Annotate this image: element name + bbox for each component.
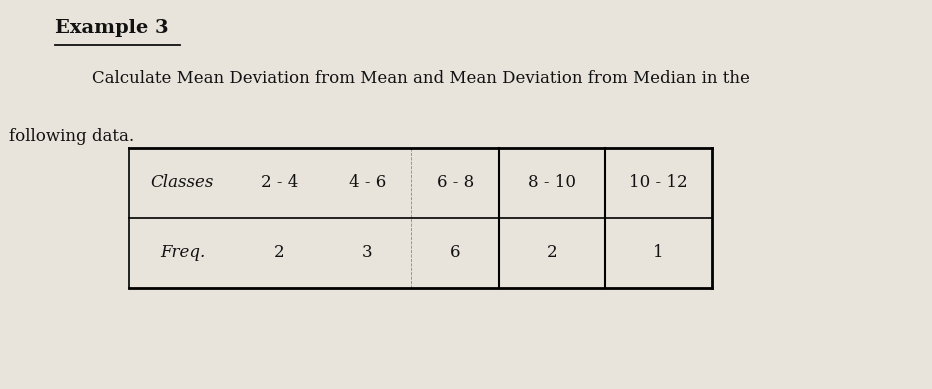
Text: 10 - 12: 10 - 12 [629,174,688,191]
Text: 8 - 10: 8 - 10 [528,174,576,191]
Text: 2: 2 [274,244,285,261]
Text: 3: 3 [362,244,373,261]
Text: 6 - 8: 6 - 8 [436,174,473,191]
Text: 4 - 6: 4 - 6 [349,174,386,191]
Text: Classes: Classes [151,174,214,191]
Text: 1: 1 [653,244,664,261]
Text: 6: 6 [450,244,460,261]
Text: Example 3: Example 3 [55,19,169,37]
Text: Freq.: Freq. [160,244,205,261]
Text: following data.: following data. [9,128,134,145]
Text: Calculate Mean Deviation from Mean and Mean Deviation from Median in the: Calculate Mean Deviation from Mean and M… [92,70,750,87]
Text: 2 - 4: 2 - 4 [261,174,298,191]
Text: 2: 2 [547,244,557,261]
